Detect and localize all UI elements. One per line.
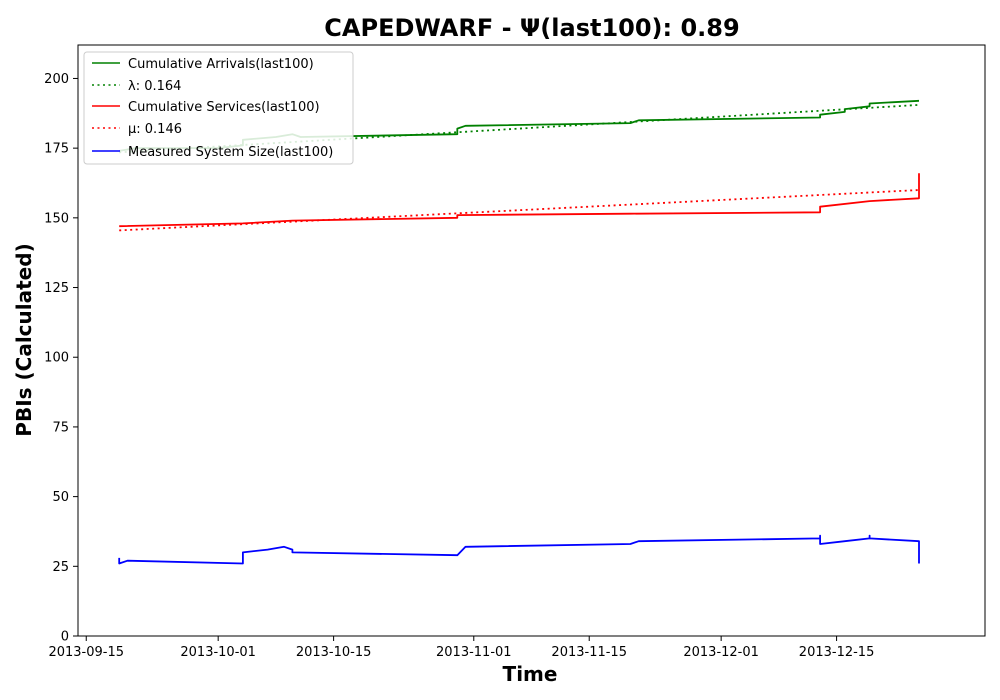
- legend-label-arrivals: Cumulative Arrivals(last100): [128, 57, 314, 72]
- x-tick-label: 2013-12-15: [799, 645, 875, 660]
- y-tick-label: 175: [44, 142, 69, 157]
- y-tick-label: 50: [52, 490, 69, 505]
- x-tick-label: 2013-12-01: [683, 645, 759, 660]
- y-tick-label: 75: [52, 420, 69, 435]
- legend-label-services: Cumulative Services(last100): [128, 100, 320, 115]
- legend: Cumulative Arrivals(last100) λ: 0.164 Cu…: [83, 51, 354, 165]
- x-tick-label: 2013-11-01: [436, 645, 512, 660]
- x-axis: 2013-09-15 2013-10-01 2013-10-15 2013-11-01…: [48, 636, 874, 660]
- plot-frame: [77, 44, 986, 637]
- y-tick-label: 125: [44, 281, 69, 296]
- y-tick-label: 25: [52, 560, 69, 575]
- x-axis-label: Time: [503, 662, 558, 686]
- y-axis: 0 25 50 75 100 125 150 175 200: [44, 72, 78, 645]
- legend-label-lambda: λ: 0.164: [128, 79, 181, 94]
- x-tick-label: 2013-10-15: [296, 645, 372, 660]
- legend-label-system-size: Measured System Size(last100): [128, 145, 333, 160]
- y-tick-label: 150: [44, 211, 69, 226]
- chart-title: CAPEDWARF - Ψ(last100): 0.89: [324, 14, 739, 42]
- y-tick-label: 200: [44, 72, 69, 87]
- series-line-2: [119, 173, 920, 228]
- y-tick-label: 100: [44, 351, 69, 366]
- legend-box: [83, 51, 354, 165]
- series-line-3: [119, 189, 920, 232]
- x-tick-label: 2013-11-15: [551, 645, 627, 660]
- series-line-4: [118, 534, 920, 565]
- y-tick-label: 0: [61, 630, 69, 645]
- y-axis-label: PBIs (Calculated): [12, 243, 36, 436]
- legend-label-mu: μ: 0.146: [128, 122, 182, 137]
- x-tick-label: 2013-10-01: [180, 645, 256, 660]
- series-layer: [118, 99, 920, 565]
- x-tick-label: 2013-09-15: [48, 645, 124, 660]
